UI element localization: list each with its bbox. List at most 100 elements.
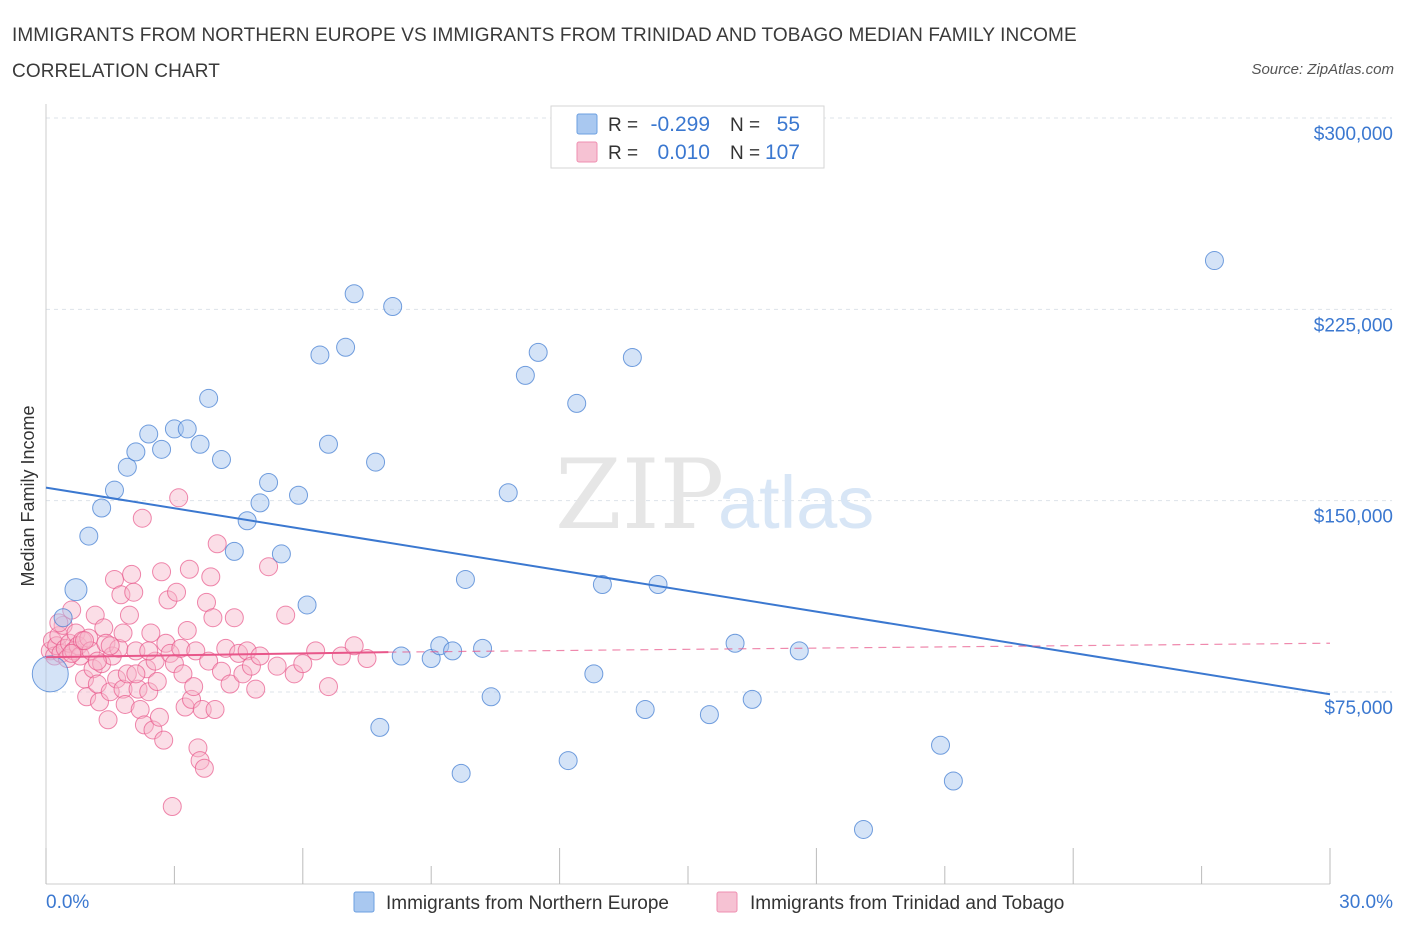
pink-point-61 [171,638,191,658]
legend-r-value-blue: -0.299 [650,113,710,136]
blue-point-25 [344,284,364,304]
top-legend: R = -0.299 N = 55 R = 0.010 N = 107 [550,105,825,169]
blue-point-42 [584,664,604,684]
blue-point-11 [177,419,197,439]
watermark-atlas: atlas [718,461,874,544]
pink-point-23 [90,692,109,712]
blue-point-28 [383,296,403,316]
blue-point-44 [622,347,642,367]
legend-swatch-pink [576,141,598,163]
y-axis-label: Median Family Income [18,405,38,586]
pink-point-63 [175,697,195,717]
pink-point-47 [141,623,161,643]
blue-point-12 [190,434,210,454]
legend-r-value-pink: 0.010 [657,141,710,164]
pink-point-53 [154,730,174,750]
blue-point-40 [558,751,578,771]
gridlines [46,117,1392,693]
pink-point-94 [306,641,326,661]
legend-n-label-pink: N = [730,143,760,164]
pink-point-25 [94,618,114,638]
bottom-legend-label-blue: Immigrants from Northern Europe [386,893,669,914]
blue-point-50 [789,641,809,661]
pink-point-34 [113,679,133,699]
pink-point-67 [184,677,204,697]
blue-point-52 [931,735,951,755]
pink-point-102 [87,651,107,671]
blue-point-2 [64,578,88,602]
blue-point-15 [224,541,244,561]
pink-point-35 [115,694,135,714]
blue-point-39 [528,342,548,362]
pink-point-80 [216,638,236,658]
pink-point-51 [149,707,169,727]
y-tick-labels: $75,000 $150,000 $225,000 $300,000 [1314,124,1393,719]
blue-point-0 [31,655,69,693]
pink-point-50 [147,671,167,691]
pink-point-17 [77,687,97,707]
y-tick-label-2: $225,000 [1314,315,1393,336]
legend-swatch-blue [576,113,598,135]
pink-point-78 [207,534,227,554]
blue-point-9 [152,439,172,459]
blue-point-18 [259,473,279,493]
pink-point-64 [177,620,197,640]
y-tick-label-0: $75,000 [1324,698,1393,719]
blue-point-43 [592,575,612,595]
pink-point-89 [259,557,279,577]
pink-point-62 [173,664,193,684]
pink-point-98 [357,649,377,669]
trend-line-trinidad-tobago [45,651,389,659]
blue-point-38 [515,365,535,385]
pink-point-103 [100,636,120,656]
pink-point-52 [152,562,172,582]
pink-point-81 [220,674,240,694]
pink-point-87 [246,679,266,699]
blue-point-27 [370,717,390,737]
pink-point-106 [139,641,159,661]
series-trinidad-tobago-points [40,488,377,816]
bottom-legend-swatch-blue [353,891,375,913]
blue-point-23 [318,434,338,454]
blue-point-24 [336,337,356,357]
blue-point-7 [126,442,146,462]
watermark-zip: ZIP [555,439,724,551]
pink-point-76 [203,608,223,628]
blue-point-17 [250,493,270,513]
blue-point-35 [473,638,493,658]
blue-point-13 [199,388,219,408]
axes [45,104,1331,885]
pink-point-90 [267,656,287,676]
pink-point-75 [201,567,221,587]
blue-point-14 [211,450,231,470]
pink-point-96 [331,646,351,666]
pink-point-54 [156,633,176,653]
blue-point-47 [699,705,719,725]
pink-point-43 [132,508,152,528]
bottom-legend-swatch-pink [716,891,738,913]
blue-point-26 [366,452,386,472]
legend-n-value-blue: 55 [777,113,800,136]
legend-n-label-blue: N = [730,115,760,136]
trend-line-northern-europe [45,486,1331,696]
pink-point-37 [119,605,139,625]
pink-point-93 [293,654,313,674]
blue-point-32 [443,641,463,661]
pink-point-38 [122,564,142,584]
blue-point-45 [635,700,655,720]
blue-point-1 [53,608,73,628]
pink-point-91 [276,605,296,625]
watermark: ZIP atlas [555,439,874,551]
blue-point-5 [104,480,124,500]
y-tick-label-1: $150,000 [1314,507,1393,528]
legend-n-value-pink: 107 [765,141,800,164]
pink-point-105 [126,664,146,684]
blue-point-29 [391,646,411,666]
y-tick-label-3: $300,000 [1314,124,1393,145]
pink-point-65 [179,559,199,579]
bottom-legend-label-pink: Immigrants from Trinidad and Tobago [750,893,1064,914]
pink-point-77 [205,700,225,720]
trend-line-trinidad-tobago-extrapolated [388,642,1331,653]
pink-point-31 [107,669,127,689]
